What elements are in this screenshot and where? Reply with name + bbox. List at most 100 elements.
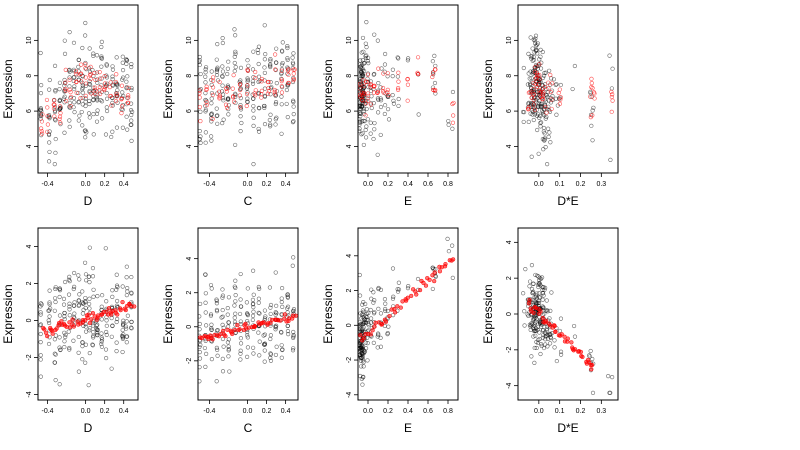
x-tick-label: 0.0 [243,408,253,415]
data-point [272,87,277,93]
data-point [396,86,401,91]
data-point [97,85,102,90]
data-point [533,333,538,338]
y-tick-label: 4 [506,240,513,244]
data-point [99,44,104,50]
data-point [110,129,115,134]
data-point [91,335,96,340]
data-point [430,74,435,80]
data-point [548,341,553,346]
data-point [430,59,435,64]
data-point [530,112,535,117]
data-point [544,298,549,303]
data-point [529,154,534,159]
data-point [110,323,115,328]
data-point [390,93,395,98]
data-point [291,75,296,81]
data-point [539,87,545,92]
data-point [225,66,230,71]
data-point [99,99,105,104]
data-point [528,327,533,332]
data-point [93,88,98,93]
data-point [286,80,291,86]
data-point [83,360,88,365]
data-point [58,122,63,127]
data-point [405,76,410,82]
data-point [286,331,291,337]
data-point [360,351,366,357]
data-point [383,308,388,314]
data-point [78,71,84,76]
data-point [87,245,92,250]
data-point [416,112,421,117]
panel-4: 0.0 0.1 0.2 0.3 4 6 8 10 D*E Expression [481,4,619,208]
data-point [80,85,85,90]
data-point [274,344,279,349]
data-point [203,291,208,296]
y-tick-label: 0 [26,318,33,322]
x-tick-label: 0.0 [363,408,373,415]
data-point [39,126,44,131]
data-point [76,350,81,355]
x-axis-label: C [244,421,253,435]
x-tick-label: 0.3 [596,181,606,188]
data-point [291,335,296,340]
data-point [124,326,129,331]
data-point [382,62,388,67]
data-point [417,287,423,293]
data-point [256,74,262,79]
y-axis-label: Expression [321,284,335,343]
data-point [110,74,115,79]
data-point [70,317,75,322]
data-point [268,80,273,85]
data-point [396,79,401,84]
x-tick-label: 0.2 [262,181,272,188]
data-point [589,81,594,86]
data-point [558,82,563,88]
data-point [198,137,202,142]
data-point [45,333,50,339]
data-point [67,87,72,92]
data-point [368,332,373,337]
x-tick-label: -0.4 [203,181,215,188]
data-point [257,353,262,358]
data-point [282,312,287,317]
data-point [232,27,237,32]
data-point [369,287,374,292]
data-point [62,51,68,56]
x-tick-label: 0.2 [100,408,110,415]
data-point [262,23,267,28]
data-point [84,130,89,135]
data-point [52,360,57,365]
plot-frame [357,227,459,401]
data-point [87,296,92,301]
data-point [214,113,219,119]
data-point [110,67,116,72]
data-point [405,286,411,291]
data-point [198,327,202,332]
data-point [363,41,368,46]
data-point [365,58,370,64]
data-point [530,58,535,63]
data-point [396,103,401,109]
x-axis-label: D [84,421,93,435]
data-point [119,104,125,109]
x-axis-label: D [84,194,93,208]
data-point [232,284,237,289]
data-point [533,76,538,81]
data-point [251,292,256,297]
data-point [579,353,584,359]
data-point [537,295,543,300]
data-point [358,86,362,91]
plot-frame [197,4,299,174]
data-point [119,97,124,102]
data-point [104,105,109,110]
x-axis-label: C [244,194,253,208]
data-point [280,49,285,54]
data-point [244,103,249,109]
data-point [53,118,58,123]
y-axis-label: Expression [481,59,495,118]
data-point [221,117,226,122]
data-point [280,60,285,66]
